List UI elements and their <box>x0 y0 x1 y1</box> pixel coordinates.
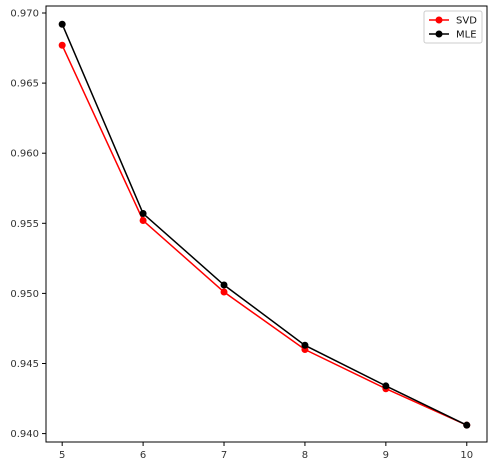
legend-marker-svd <box>435 16 443 24</box>
y-tick-label: 0.945 <box>10 359 39 370</box>
data-point-svd <box>220 288 228 296</box>
x-tick-label: 7 <box>221 450 227 461</box>
plot-area <box>45 5 488 443</box>
legend-label-svd: SVD <box>456 16 477 27</box>
y-tick-label: 0.950 <box>10 289 39 300</box>
y-tick-label: 0.955 <box>10 219 39 230</box>
x-tick-label: 5 <box>59 450 65 461</box>
y-tick-label: 0.970 <box>10 9 39 20</box>
series-mle <box>58 20 471 429</box>
y-tick-label: 0.965 <box>10 79 39 90</box>
x-tick-label: 9 <box>383 450 389 461</box>
data-point-mle <box>301 341 309 349</box>
data-point-mle <box>463 421 471 429</box>
data-point-mle <box>220 281 228 289</box>
y-tick-label: 0.960 <box>10 149 39 160</box>
series-layer <box>58 20 471 429</box>
data-point-mle <box>382 382 390 390</box>
x-tick-label: 10 <box>460 450 473 461</box>
series-line-svd <box>61 44 468 426</box>
data-point-mle <box>139 209 147 217</box>
legend: SVD MLE <box>423 10 483 44</box>
x-axis: 5 6 7 8 9 10 <box>59 442 473 461</box>
legend-item-svd: SVD <box>429 16 477 27</box>
data-point-svd <box>58 41 66 49</box>
y-tick-label: 0.940 <box>10 429 39 440</box>
x-tick-label: 8 <box>302 450 308 461</box>
series-line-mle <box>61 23 468 426</box>
legend-label-mle: MLE <box>456 30 477 41</box>
data-point-svd <box>139 216 147 224</box>
legend-item-mle: MLE <box>429 30 477 41</box>
y-axis: 0.940 0.945 0.950 0.955 0.960 0.965 0.970 <box>10 9 46 440</box>
data-point-mle <box>58 20 66 28</box>
x-tick-label: 6 <box>140 450 146 461</box>
legend-marker-mle <box>435 30 443 38</box>
